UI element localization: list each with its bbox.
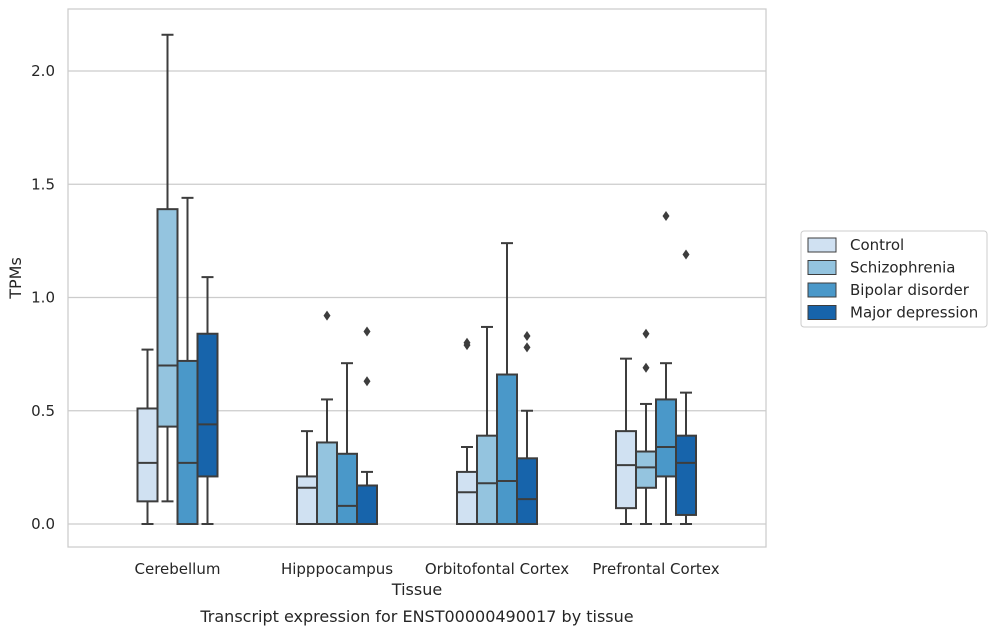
y-tick-label: 0.5: [31, 402, 55, 420]
box-body: [316, 441, 338, 525]
x-tick-label: Prefrontal Cortex: [592, 560, 719, 578]
box-body: [496, 373, 518, 526]
box: [516, 331, 538, 525]
box-body: [176, 359, 199, 526]
outlier-point: [363, 376, 371, 387]
chart-caption: Transcript expression for ENST0000049001…: [199, 607, 633, 626]
box: [675, 249, 697, 525]
y-tick-label: 1.0: [31, 289, 55, 307]
outlier-point: [523, 331, 531, 342]
box-body: [516, 457, 538, 525]
legend-label: Major depression: [850, 304, 978, 322]
legend-label: Schizophrenia: [850, 259, 955, 277]
box-body: [336, 452, 358, 525]
box: [136, 348, 159, 525]
box-group: [136, 33, 697, 526]
legend-swatch: [807, 282, 837, 298]
outlier-point: [363, 326, 371, 337]
box: [496, 242, 518, 526]
box: [476, 325, 498, 526]
outlier-point: [642, 328, 650, 339]
plot-frame: [67, 8, 767, 548]
legend-swatch: [807, 305, 837, 320]
box: [296, 430, 318, 525]
box: [156, 33, 179, 503]
box: [356, 326, 378, 525]
box-body: [196, 332, 219, 478]
box-body: [635, 450, 657, 489]
x-tick-label: Hipppocampus: [281, 560, 393, 578]
x-tick-label: Orbitofontal Cortex: [425, 560, 569, 578]
box-body: [156, 208, 179, 428]
y-tick-labels: 0.0 0.5 1.0 1.5 2.0: [31, 62, 55, 533]
outlier-point: [463, 337, 471, 348]
box: [456, 337, 478, 525]
box: [176, 196, 199, 526]
outlier-point: [642, 362, 650, 373]
box: [336, 362, 358, 525]
box-body: [136, 407, 159, 503]
y-tick-label: 0.0: [31, 515, 55, 533]
box-body: [456, 470, 478, 525]
y-axis-label: TPMs: [6, 257, 25, 300]
x-tick-labels: Cerebellum Hipppocampus Orbitofontal Corte…: [135, 560, 720, 578]
legend-label: Control: [850, 236, 904, 254]
legend-label: Bipolar disorder: [850, 281, 970, 299]
legend-frame: [800, 230, 988, 328]
box-body: [296, 475, 318, 525]
box-body: [655, 398, 677, 478]
legend: Control Schizophrenia Bipolar disorder Majo…: [800, 230, 988, 328]
box-body: [356, 484, 378, 525]
x-axis-label: Tissue: [391, 580, 442, 599]
outlier-point: [323, 310, 331, 321]
box-body: [476, 434, 498, 526]
legend-swatch: [807, 237, 837, 253]
y-tick-label: 1.5: [31, 175, 55, 193]
outlier-point: [682, 249, 690, 260]
box: [196, 276, 219, 525]
outlier-point: [523, 342, 531, 353]
x-tick-label: Cerebellum: [135, 560, 221, 578]
box: [316, 310, 338, 525]
box: [655, 210, 677, 525]
y-tick-label: 2.0: [31, 62, 55, 80]
box: [615, 357, 637, 525]
outlier-point: [662, 210, 670, 221]
legend-swatch: [807, 260, 837, 275]
box-body: [615, 430, 637, 510]
box: [635, 328, 657, 525]
box-body: [675, 434, 697, 516]
